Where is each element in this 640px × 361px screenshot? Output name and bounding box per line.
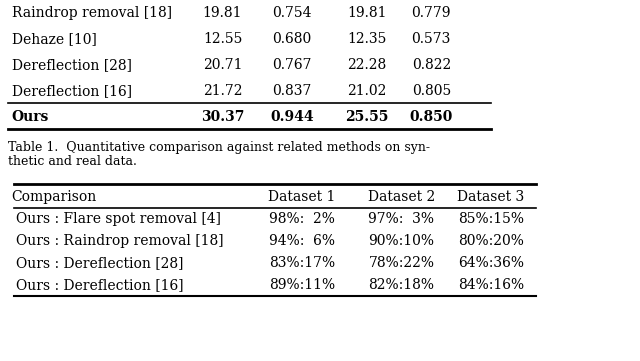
Text: thetic and real data.: thetic and real data. xyxy=(8,155,137,168)
Text: 0.573: 0.573 xyxy=(412,32,451,46)
Text: 0.754: 0.754 xyxy=(273,6,312,20)
Text: 80%:20%: 80%:20% xyxy=(458,234,524,248)
Text: Dehaze [10]: Dehaze [10] xyxy=(12,32,97,46)
Text: 84%:16%: 84%:16% xyxy=(458,278,524,292)
Text: Ours : Dereflection [28]: Ours : Dereflection [28] xyxy=(16,256,183,270)
Text: 0.805: 0.805 xyxy=(412,84,451,98)
Text: 19.81: 19.81 xyxy=(347,6,387,20)
Text: 21.72: 21.72 xyxy=(203,84,243,98)
Text: 90%:10%: 90%:10% xyxy=(369,234,435,248)
Text: 0.837: 0.837 xyxy=(273,84,312,98)
Text: Ours : Dereflection [16]: Ours : Dereflection [16] xyxy=(16,278,184,292)
Text: 0.944: 0.944 xyxy=(270,110,314,124)
Text: Dataset 3: Dataset 3 xyxy=(458,190,525,204)
Text: 0.680: 0.680 xyxy=(273,32,312,46)
Text: 12.35: 12.35 xyxy=(347,32,387,46)
Text: Table 1.  Quantitative comparison against related methods on syn-: Table 1. Quantitative comparison against… xyxy=(8,141,430,154)
Text: 20.71: 20.71 xyxy=(203,58,243,72)
Text: 82%:18%: 82%:18% xyxy=(369,278,435,292)
Text: 89%:11%: 89%:11% xyxy=(269,278,335,292)
Text: Ours : Raindrop removal [18]: Ours : Raindrop removal [18] xyxy=(16,234,223,248)
Text: Comparison: Comparison xyxy=(11,190,96,204)
Text: 0.850: 0.850 xyxy=(410,110,453,124)
Text: 0.822: 0.822 xyxy=(412,58,451,72)
Text: Ours : Flare spot removal [4]: Ours : Flare spot removal [4] xyxy=(16,212,221,226)
Text: Raindrop removal [18]: Raindrop removal [18] xyxy=(12,6,172,20)
Text: 30.37: 30.37 xyxy=(201,110,244,124)
Text: Dataset 2: Dataset 2 xyxy=(368,190,435,204)
Text: 98%:  2%: 98%: 2% xyxy=(269,212,335,226)
Text: 22.28: 22.28 xyxy=(347,58,387,72)
Text: 83%:17%: 83%:17% xyxy=(269,256,335,270)
Text: 12.55: 12.55 xyxy=(203,32,242,46)
Text: 64%:36%: 64%:36% xyxy=(458,256,524,270)
Text: 25.55: 25.55 xyxy=(345,110,388,124)
Text: 0.779: 0.779 xyxy=(412,6,451,20)
Text: Dataset 1: Dataset 1 xyxy=(268,190,336,204)
Text: 0.767: 0.767 xyxy=(273,58,312,72)
Text: Dereflection [28]: Dereflection [28] xyxy=(12,58,132,72)
Text: 21.02: 21.02 xyxy=(347,84,387,98)
Text: 78%:22%: 78%:22% xyxy=(369,256,435,270)
Text: Dereflection [16]: Dereflection [16] xyxy=(12,84,132,98)
Text: 19.81: 19.81 xyxy=(203,6,243,20)
Text: 94%:  6%: 94%: 6% xyxy=(269,234,335,248)
Text: 85%:15%: 85%:15% xyxy=(458,212,524,226)
Text: Ours: Ours xyxy=(12,110,49,124)
Text: 97%:  3%: 97%: 3% xyxy=(369,212,435,226)
